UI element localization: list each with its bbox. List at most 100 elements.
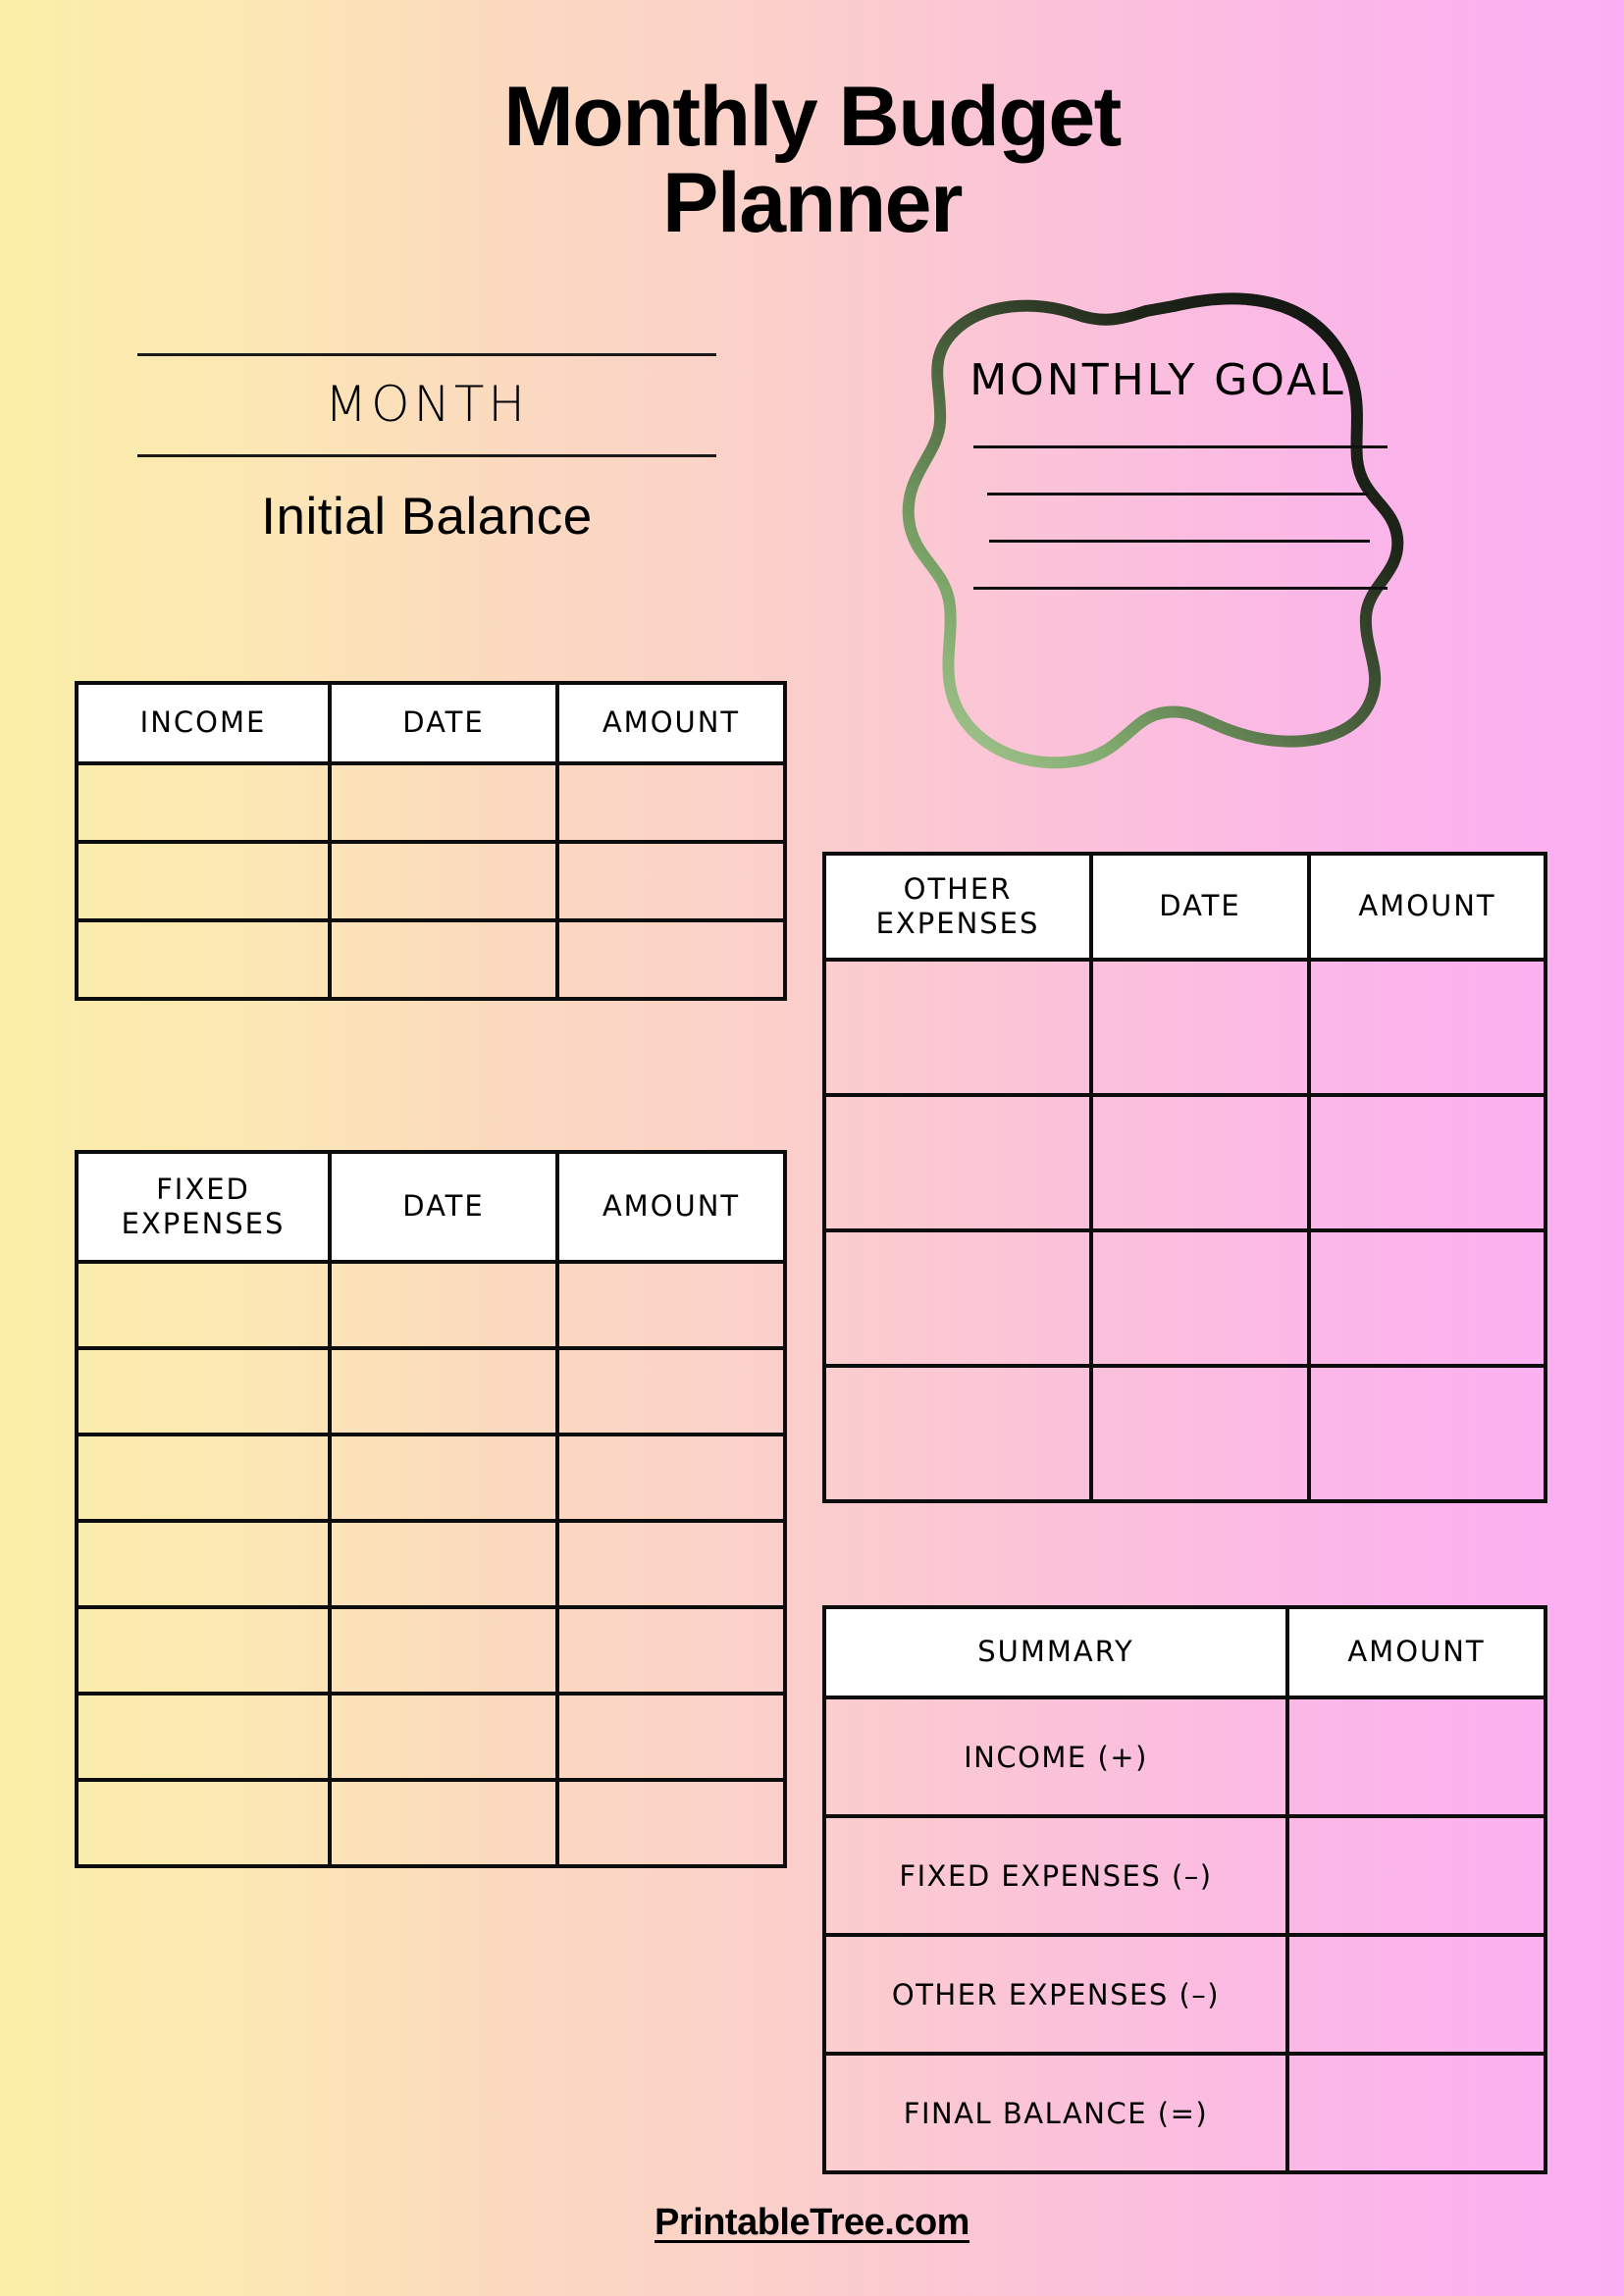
goal-line[interactable] (987, 493, 1369, 496)
other-expense-entry-cell[interactable] (1089, 1093, 1311, 1232)
fixed-expense-entry-cell[interactable] (555, 1692, 787, 1782)
table-row[interactable] (822, 1093, 1547, 1232)
monthly-goal-writing-lines[interactable] (973, 445, 1388, 590)
income-header-amount: AMOUNT (555, 681, 787, 765)
table-row[interactable] (75, 918, 787, 1001)
table-row[interactable] (75, 1605, 787, 1696)
fixed-expense-entry-cell[interactable] (75, 1519, 332, 1609)
monthly-goal-title: MONTHLY GOAL (969, 355, 1346, 405)
other-expense-entry-cell[interactable] (822, 958, 1093, 1097)
other-expenses-table[interactable]: OTHER EXPENSES DATE AMOUNT (822, 852, 1547, 1503)
table-row[interactable] (75, 761, 787, 844)
other-header-amount: AMOUNT (1307, 852, 1547, 962)
other-expense-entry-cell[interactable] (822, 1228, 1093, 1368)
footer-link[interactable]: PrintableTree.com (655, 2202, 969, 2243)
other-expense-entry-cell[interactable] (1307, 1093, 1547, 1232)
table-row[interactable] (822, 1228, 1547, 1368)
fixed-expense-entry-cell[interactable] (75, 1605, 332, 1696)
month-rule-top (137, 353, 716, 356)
other-header-line-2: EXPENSES (875, 907, 1040, 940)
income-entry-cell[interactable] (328, 761, 559, 844)
table-row[interactable] (822, 958, 1547, 1097)
summary-row-amount[interactable] (1285, 2052, 1547, 2174)
fixed-expense-entry-cell[interactable] (75, 1433, 332, 1523)
table-row[interactable]: FIXED EXPENSES (–) (822, 1814, 1547, 1937)
income-entry-cell[interactable] (75, 918, 332, 1001)
other-expense-entry-cell[interactable] (822, 1364, 1093, 1503)
summary-header-summary: SUMMARY (822, 1605, 1289, 1699)
table-header-row: SUMMARY AMOUNT (822, 1605, 1547, 1699)
fixed-expenses-table[interactable]: FIXED EXPENSES DATE AMOUNT (75, 1150, 787, 1868)
month-label[interactable]: MONTH (324, 376, 530, 433)
month-rule-bottom (137, 454, 716, 457)
table-row[interactable] (75, 1692, 787, 1782)
income-entry-cell[interactable] (555, 761, 787, 844)
other-expense-entry-cell[interactable] (1307, 958, 1547, 1097)
fixed-header-line-2: EXPENSES (121, 1207, 286, 1240)
fixed-expense-entry-cell[interactable] (328, 1260, 559, 1350)
summary-row-amount[interactable] (1285, 1696, 1547, 1818)
other-expense-entry-cell[interactable] (1089, 1364, 1311, 1503)
monthly-goal-card[interactable]: MONTHLY GOAL (883, 277, 1433, 807)
other-expense-entry-cell[interactable] (822, 1093, 1093, 1232)
summary-row-amount[interactable] (1285, 1933, 1547, 2056)
fixed-expense-entry-cell[interactable] (555, 1605, 787, 1696)
fixed-expense-entry-cell[interactable] (555, 1346, 787, 1436)
goal-line[interactable] (973, 445, 1388, 448)
table-row[interactable] (75, 1519, 787, 1609)
summary-row-amount[interactable] (1285, 1814, 1547, 1937)
goal-line[interactable] (973, 587, 1388, 590)
fixed-header-category: FIXED EXPENSES (75, 1150, 332, 1264)
goal-line[interactable] (989, 540, 1371, 543)
month-section: MONTH Initial Balance (137, 353, 716, 547)
fixed-expense-entry-cell[interactable] (328, 1346, 559, 1436)
other-expense-entry-cell[interactable] (1089, 1228, 1311, 1368)
income-table[interactable]: INCOME DATE AMOUNT (75, 681, 787, 1001)
table-row[interactable]: INCOME (+) (822, 1696, 1547, 1818)
fixed-expense-entry-cell[interactable] (555, 1778, 787, 1868)
income-entry-cell[interactable] (328, 840, 559, 922)
table-row[interactable] (822, 1364, 1547, 1503)
fixed-expense-entry-cell[interactable] (75, 1692, 332, 1782)
table-header-row: INCOME DATE AMOUNT (75, 681, 787, 765)
fixed-expense-entry-cell[interactable] (555, 1433, 787, 1523)
income-entry-cell[interactable] (555, 918, 787, 1001)
table-row[interactable]: FINAL BALANCE (=) (822, 2052, 1547, 2174)
income-entry-cell[interactable] (555, 840, 787, 922)
initial-balance-label[interactable]: Initial Balance (261, 488, 593, 546)
table-row[interactable] (75, 1346, 787, 1436)
table-header-row: OTHER EXPENSES DATE AMOUNT (822, 852, 1547, 962)
table-row[interactable] (75, 840, 787, 922)
other-expense-entry-cell[interactable] (1307, 1228, 1547, 1368)
income-entry-cell[interactable] (328, 918, 559, 1001)
other-expense-entry-cell[interactable] (1089, 958, 1311, 1097)
table-header-row: FIXED EXPENSES DATE AMOUNT (75, 1150, 787, 1264)
income-entry-cell[interactable] (75, 761, 332, 844)
fixed-header-line-1: FIXED (156, 1172, 250, 1206)
table-row[interactable] (75, 1260, 787, 1350)
fixed-expense-entry-cell[interactable] (555, 1260, 787, 1350)
summary-row-label: FINAL BALANCE (=) (822, 2052, 1289, 2174)
fixed-expense-entry-cell[interactable] (328, 1778, 559, 1868)
income-entry-cell[interactable] (75, 840, 332, 922)
fixed-expense-entry-cell[interactable] (328, 1433, 559, 1523)
other-header-category: OTHER EXPENSES (822, 852, 1093, 962)
fixed-expense-entry-cell[interactable] (328, 1692, 559, 1782)
fixed-header-date: DATE (328, 1150, 559, 1264)
fixed-expense-entry-cell[interactable] (75, 1778, 332, 1868)
fixed-expense-entry-cell[interactable] (328, 1605, 559, 1696)
fixed-expense-entry-cell[interactable] (75, 1346, 332, 1436)
page-title-line-2: Planner (662, 155, 963, 250)
table-row[interactable] (75, 1778, 787, 1868)
table-row[interactable]: OTHER EXPENSES (–) (822, 1933, 1547, 2056)
other-header-line-1: OTHER (903, 871, 1013, 906)
income-header-date: DATE (328, 681, 559, 765)
table-row[interactable] (75, 1433, 787, 1523)
fixed-expense-entry-cell[interactable] (555, 1519, 787, 1609)
blob-outline-icon (902, 292, 1404, 769)
other-expense-entry-cell[interactable] (1307, 1364, 1547, 1503)
fixed-header-amount: AMOUNT (555, 1150, 787, 1264)
fixed-expense-entry-cell[interactable] (75, 1260, 332, 1350)
summary-table[interactable]: SUMMARY AMOUNT INCOME (+) FIXED EXPENSES … (822, 1605, 1547, 2174)
fixed-expense-entry-cell[interactable] (328, 1519, 559, 1609)
